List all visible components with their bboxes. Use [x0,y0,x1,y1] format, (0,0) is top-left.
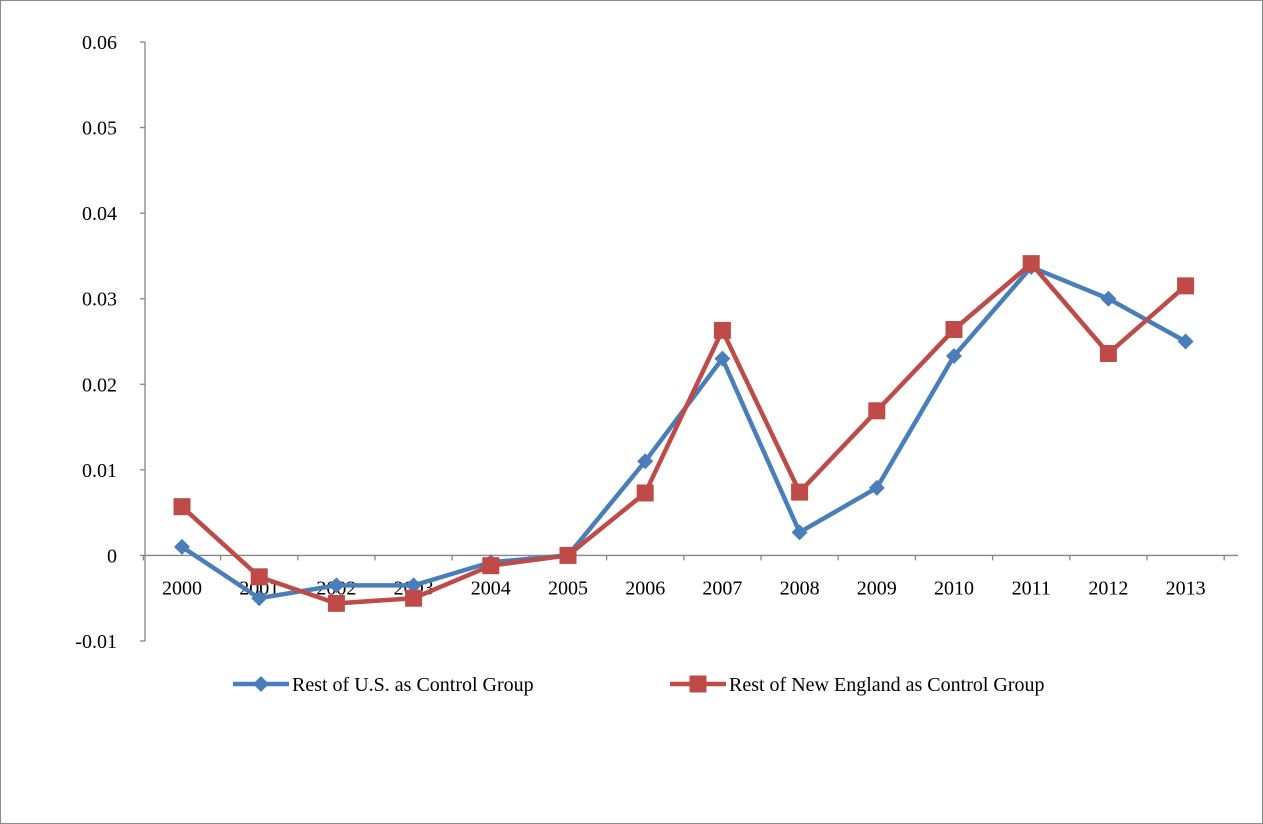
y-tick-label: 0.02 [82,374,117,396]
data-point-square [713,321,731,339]
data-point-square [327,594,345,612]
x-tick-label: 2008 [780,577,820,599]
data-point-diamond [1100,290,1117,307]
data-point-square [405,589,423,607]
data-point-square [868,402,886,420]
data-point-diamond [174,538,190,555]
data-point-square [791,483,809,501]
y-tick-label: 0 [107,545,117,567]
y-tick-label: 0.01 [82,460,117,482]
x-tick-label: 2007 [702,577,742,599]
y-tick-label: 0.06 [82,32,117,54]
x-tick-label: 2011 [1012,577,1051,599]
series-1 [174,259,1194,607]
y-tick-label: 0.03 [82,289,117,311]
data-point-diamond [946,348,962,365]
data-point-square [250,568,268,586]
data-point-diamond [868,479,885,496]
data-point-diamond [637,453,654,470]
data-point-square [945,321,963,339]
x-tick-label: 2000 [162,577,202,599]
legend-swatch-marker [689,675,707,693]
data-point-square [1099,344,1117,362]
x-tick-label: 2004 [471,577,511,599]
data-point-square [1022,255,1040,273]
series-layer [173,255,1195,612]
data-point-diamond [791,524,808,541]
data-point-square [482,557,500,575]
data-point-square [173,498,191,516]
data-point-diamond [1177,333,1194,350]
series-line [179,264,1188,601]
x-tick-label: 2013 [1166,577,1206,599]
data-point-square [1177,277,1195,295]
data-point-diamond [251,590,268,607]
data-point-square [559,546,577,564]
y-tick-label: 0.05 [82,118,117,140]
legend-swatch-marker [253,676,269,692]
data-point-diamond [405,577,422,594]
legend-entry-1: Rest of U.S. as Control Group [233,674,534,696]
x-tick-label: 2006 [625,577,665,599]
data-point-square [636,484,654,502]
data-point-diamond [328,577,345,594]
x-tick-label: 2005 [548,577,588,599]
legend-label: Rest of New England as Control Group [729,674,1045,696]
x-tick-label: 2010 [934,577,974,599]
legend-entry-2: Rest of New England as Control Group [670,674,1045,696]
x-tick-label: 2012 [1088,577,1128,599]
y-tick-label: 0.04 [82,203,117,225]
series-line [179,261,1188,606]
series-2 [173,255,1195,612]
legend: Rest of U.S. as Control Group Rest of New… [233,674,1045,696]
legend-label: Rest of U.S. as Control Group [292,674,534,696]
data-point-diamond [714,350,731,367]
y-tick-label: -0.01 [75,631,117,653]
x-tick-label: 2009 [857,577,897,599]
